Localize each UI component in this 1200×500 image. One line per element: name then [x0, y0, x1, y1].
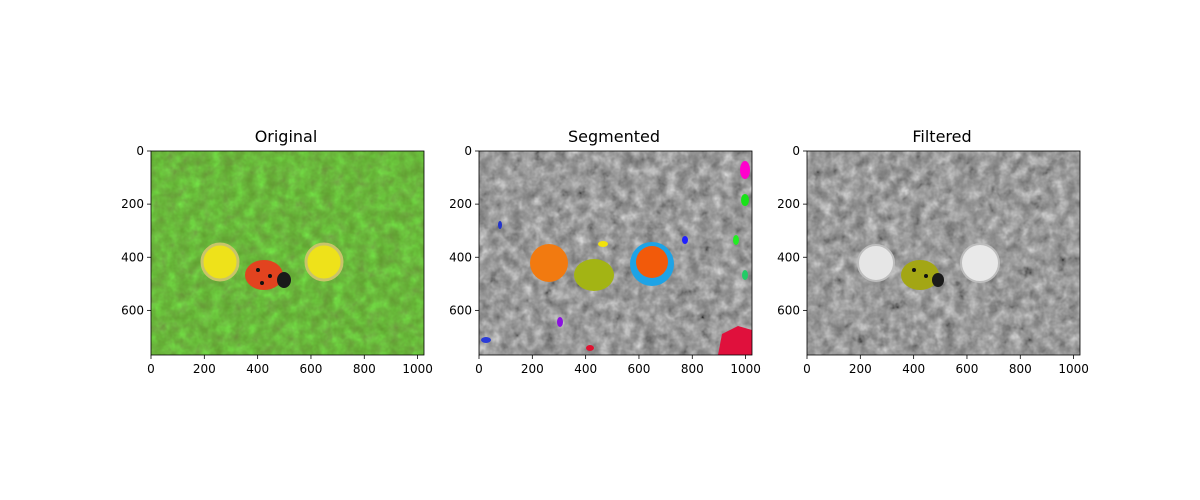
y-tick-label: 200: [449, 197, 472, 211]
x-tick-label: 400: [246, 362, 269, 376]
y-tick-label: 400: [449, 250, 472, 264]
axes-frame: [806, 150, 1081, 356]
x-tick-label: 0: [803, 362, 811, 376]
axes-layer: 0 200 400 600 800 1000 0 200 400 600 0 200 400 600 800…: [121, 144, 1089, 376]
y-tick-label: 200: [777, 197, 800, 211]
y-tick-label: 0: [464, 144, 472, 158]
panel-filtered: Filtered: [807, 127, 1080, 355]
x-tick-label: 1000: [402, 362, 433, 376]
image-filtered: [807, 151, 1080, 355]
y-tick-label: 0: [792, 144, 800, 158]
x-tick-label: 200: [521, 362, 544, 376]
x-tick-label: 400: [574, 362, 597, 376]
panel-segmented: Segmented: [479, 127, 752, 355]
ladybug-head: [277, 272, 291, 288]
axes-segmented: 0 200 400 600 800 1000 0 200 400 600: [449, 144, 761, 376]
x-tick-label: 1000: [1058, 362, 1089, 376]
axes-original: 0 200 400 600 800 1000 0 200 400 600: [121, 144, 433, 376]
x-tick-label: 600: [300, 362, 323, 376]
y-tick-label: 600: [777, 303, 800, 317]
y-tick-label: 200: [121, 197, 144, 211]
panel-title: Original: [255, 127, 318, 146]
x-tick-label: 600: [628, 362, 651, 376]
axes-frame: [478, 150, 753, 356]
x-tick-label: 1000: [730, 362, 761, 376]
flower-left: [200, 242, 240, 282]
segment-ladybug: [574, 259, 614, 291]
flower-right: [304, 242, 344, 282]
segment-flower-left: [530, 244, 568, 282]
y-tick-label: 600: [449, 303, 472, 317]
flower-right-gray: [960, 243, 1000, 283]
x-tick-label: 0: [147, 362, 155, 376]
flower-left-gray: [857, 244, 895, 282]
x-tick-label: 800: [353, 362, 376, 376]
x-tick-label: 800: [1009, 362, 1032, 376]
x-tick-label: 800: [681, 362, 704, 376]
y-tick-label: 0: [136, 144, 144, 158]
ladybug: [245, 260, 283, 290]
panel-original: Original: [151, 127, 424, 355]
segment-flower-right-inner: [636, 246, 668, 278]
x-tick-label: 400: [902, 362, 925, 376]
image-segmented: [479, 151, 752, 355]
x-tick-label: 600: [956, 362, 979, 376]
axes-frame: [150, 150, 425, 356]
image-original: [151, 151, 424, 355]
ladybug-highlight: [901, 260, 939, 290]
axes-filtered: 0 200 400 600 800 1000 0 200 400 600: [777, 144, 1089, 376]
segment-bottom-right: [718, 326, 752, 355]
panel-title: Filtered: [912, 127, 971, 146]
y-tick-label: 400: [777, 250, 800, 264]
x-tick-label: 0: [475, 362, 483, 376]
y-tick-label: 600: [121, 303, 144, 317]
panel-title: Segmented: [568, 127, 660, 146]
x-tick-label: 200: [193, 362, 216, 376]
y-tick-label: 400: [121, 250, 144, 264]
x-tick-label: 200: [849, 362, 872, 376]
